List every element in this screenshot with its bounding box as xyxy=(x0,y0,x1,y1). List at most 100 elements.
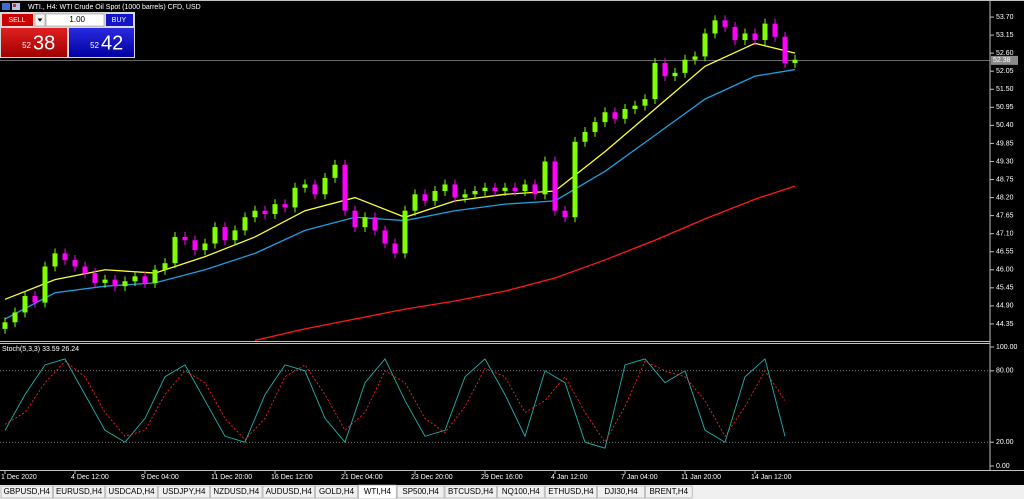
current-price-box xyxy=(991,55,1018,65)
tab[interactable] xyxy=(396,485,445,499)
y-tick-label: 53.70 xyxy=(996,14,1014,21)
candle-body xyxy=(372,217,378,231)
candle-body xyxy=(112,279,118,287)
buy-label: BUY xyxy=(112,17,127,24)
y-tick-label: 80.00 xyxy=(996,368,1014,375)
y-tick-label: 50.95 xyxy=(996,104,1014,111)
tab[interactable] xyxy=(53,485,106,499)
y-tick-label: 48.75 xyxy=(996,176,1014,183)
candle-body xyxy=(62,253,68,260)
tab[interactable] xyxy=(444,485,497,499)
buy-price-box[interactable] xyxy=(69,28,134,57)
lot-input[interactable] xyxy=(45,13,105,27)
candle-body xyxy=(792,59,798,64)
candle-body xyxy=(572,141,578,218)
tab[interactable] xyxy=(597,485,645,499)
y-tick-label: 44.35 xyxy=(996,321,1014,328)
y-tick-label: 0.00 xyxy=(996,463,1010,470)
candle-body xyxy=(512,187,518,192)
candle-body xyxy=(482,187,488,192)
candle-body xyxy=(702,33,708,57)
x-tick-label: 14 Jan 12:00 xyxy=(751,474,792,481)
tab-label: SP500,H4 xyxy=(402,487,439,496)
y-tick-label: 20.00 xyxy=(996,439,1014,446)
candle-body xyxy=(662,63,668,77)
x-tick-label: 1 Dec 2020 xyxy=(1,474,37,481)
candle-body xyxy=(32,296,38,303)
y-tick-label: 100.00 xyxy=(996,344,1018,351)
candle-body xyxy=(142,276,148,283)
candle-body xyxy=(542,161,548,195)
sell-price-box[interactable] xyxy=(1,28,67,57)
stochastic-line xyxy=(4,360,786,444)
candle-body xyxy=(772,23,778,37)
buy-button[interactable] xyxy=(106,14,133,26)
candle-body xyxy=(192,240,198,251)
tab[interactable] xyxy=(210,485,263,499)
candle-body xyxy=(532,184,538,195)
y-tick-label: 52.60 xyxy=(996,50,1014,57)
x-tick-label: 29 Dec 16:00 xyxy=(481,474,523,481)
tab[interactable] xyxy=(544,485,597,499)
tab[interactable] xyxy=(497,485,545,499)
chart-background xyxy=(0,0,1024,485)
candle-body xyxy=(432,191,438,201)
sell-price-big: 52 xyxy=(22,41,31,50)
candle-body xyxy=(172,236,178,264)
candle-body xyxy=(472,191,478,195)
candle-body xyxy=(762,23,768,41)
candle-body xyxy=(492,187,498,192)
y-tick-label: 47.10 xyxy=(996,231,1014,238)
tab-label: EURUSD,H4 xyxy=(56,487,103,496)
x-tick-label: 23 Dec 20:00 xyxy=(411,474,453,481)
candle-body xyxy=(552,161,558,211)
tab[interactable] xyxy=(315,485,358,499)
candle-body xyxy=(182,236,188,241)
tab[interactable] xyxy=(105,485,158,499)
candle-body xyxy=(12,312,18,323)
y-tick-label: 47.65 xyxy=(996,212,1014,219)
candle-body xyxy=(132,276,138,282)
tab[interactable] xyxy=(645,485,693,499)
candle-body xyxy=(782,36,788,64)
sell-price-small: 38 xyxy=(33,32,55,54)
icon xyxy=(2,3,10,10)
candle-body xyxy=(222,227,228,241)
tab[interactable] xyxy=(262,485,315,499)
indicator-title: Stoch(5,3,3) 33.59 26.24 xyxy=(2,346,79,353)
tab[interactable] xyxy=(157,485,210,499)
candle-body xyxy=(682,59,688,73)
tab-label: NQ100,H4 xyxy=(502,487,540,496)
candle-body xyxy=(692,56,698,60)
x-tick-label: 4 Jan 12:00 xyxy=(551,474,588,481)
candle-body xyxy=(292,187,298,208)
candle-body xyxy=(212,227,218,244)
one-click-trading: SELL 1.00 BUY 52 38 52 42 xyxy=(0,12,135,58)
tab-label: WTI,H4 xyxy=(364,487,392,496)
plot-layer xyxy=(0,15,990,449)
y-tick-label: 52.05 xyxy=(996,68,1014,75)
sell-button[interactable] xyxy=(2,14,33,26)
x-tick-label: 21 Dec 04:00 xyxy=(341,474,383,481)
tab-label: NZDUSD,H4 xyxy=(213,487,259,496)
candle-body xyxy=(272,204,278,214)
candle-body xyxy=(442,184,448,192)
x-tick-label: 16 Dec 12:00 xyxy=(271,474,313,481)
x-tick-label: 7 Jan 04:00 xyxy=(621,474,658,481)
candle-body xyxy=(602,112,608,123)
y-tick-label: 51.50 xyxy=(996,86,1014,93)
candle-body xyxy=(462,194,468,198)
y-tick-label: 45.45 xyxy=(996,285,1014,292)
candle-body xyxy=(412,194,418,211)
tab[interactable] xyxy=(358,484,397,499)
candle-body xyxy=(82,266,88,274)
candle-body xyxy=(102,279,108,283)
candle-body xyxy=(382,230,388,244)
tab-label: USDJPY,H4 xyxy=(162,487,206,496)
candle-body xyxy=(452,184,458,198)
candle-body xyxy=(622,108,628,119)
x-tick-label: 4 Dec 12:00 xyxy=(71,474,109,481)
tab-label: USDCAD,H4 xyxy=(108,487,155,496)
tab[interactable] xyxy=(0,485,53,499)
